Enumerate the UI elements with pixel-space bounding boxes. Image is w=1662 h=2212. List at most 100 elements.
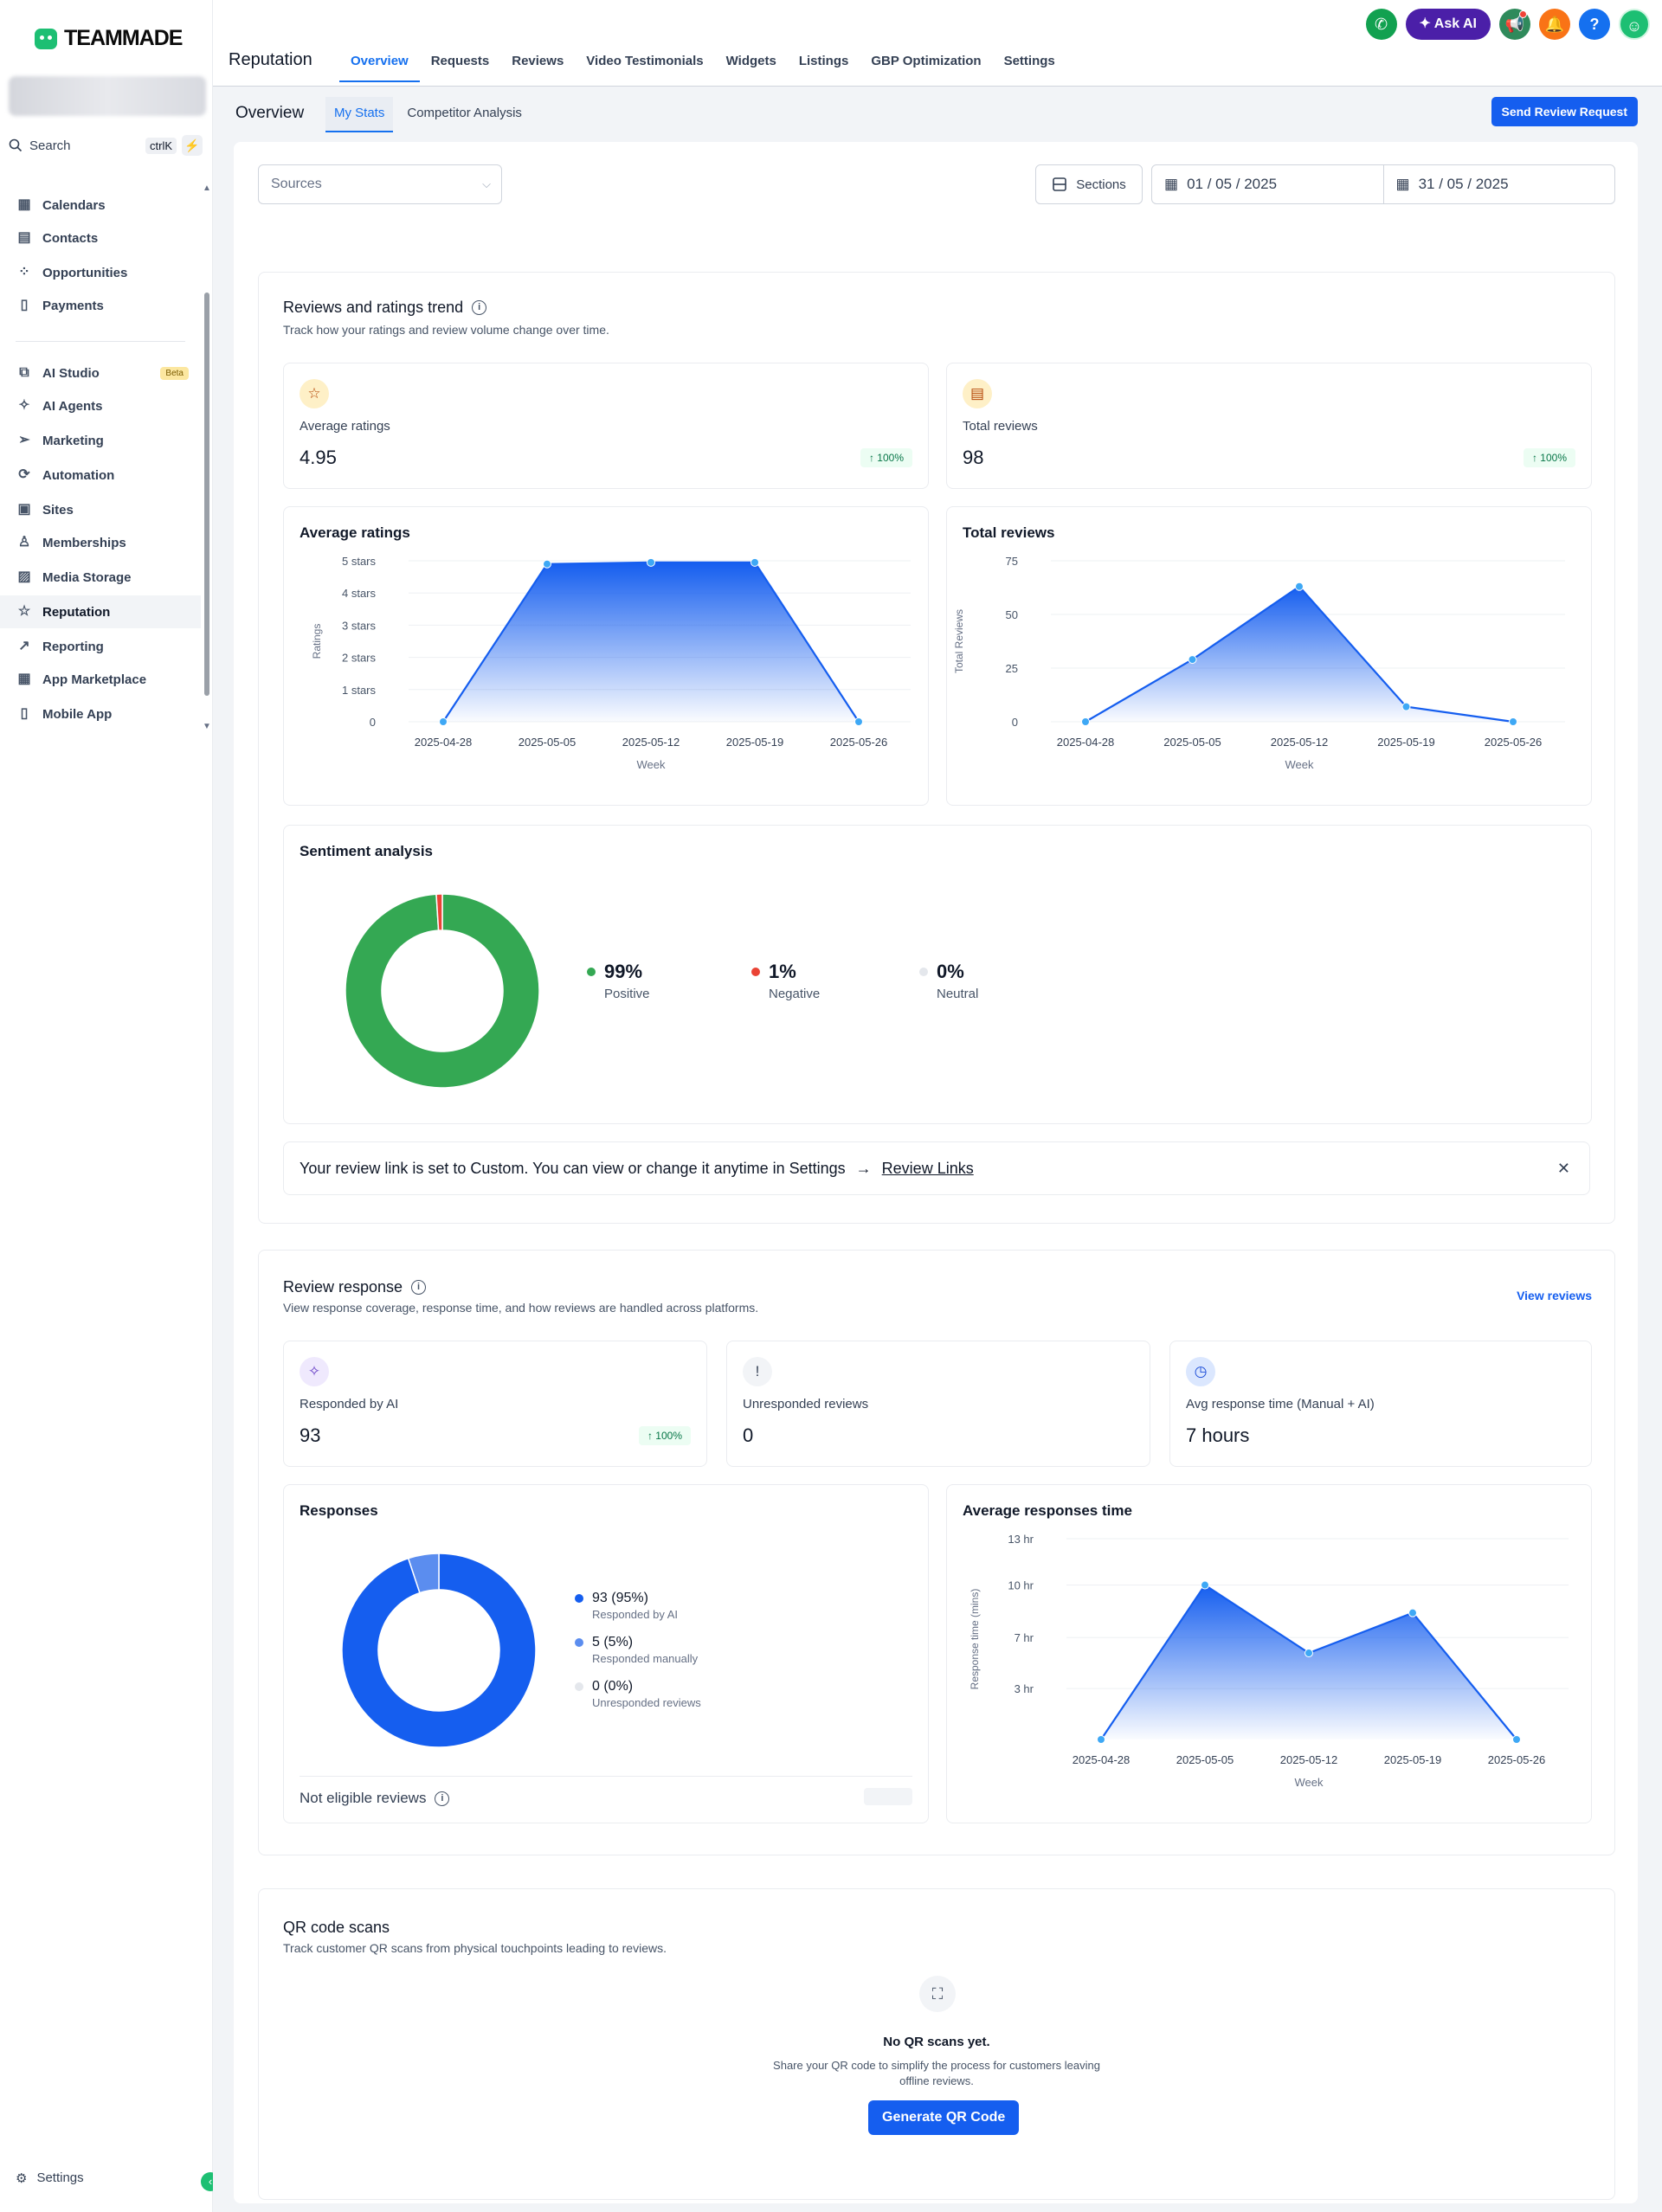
phone-icon[interactable]: ✆ [1365, 9, 1397, 40]
close-icon[interactable]: ✕ [1556, 1159, 1570, 1177]
data-point[interactable] [1512, 1735, 1521, 1744]
legend-label: Positive [604, 987, 650, 1001]
data-point[interactable] [1081, 717, 1090, 726]
avatar[interactable]: ☺ [1619, 9, 1650, 40]
data-point[interactable] [1509, 717, 1517, 726]
sources-select[interactable]: Sources ⌵ [258, 164, 502, 204]
sidebar-item-reporting[interactable]: ↗ Reporting [0, 630, 201, 663]
x-tick-label: 2025-04-28 [1057, 736, 1115, 749]
data-point[interactable] [854, 717, 863, 726]
view-reviews-link[interactable]: View reviews [1517, 1289, 1592, 1302]
sidebar-item-app-marketplace[interactable]: ▦ App Marketplace [0, 663, 201, 696]
sidebar-item-reputation[interactable]: ☆ Reputation [0, 595, 201, 628]
send-review-request-button[interactable]: Send Review Request [1491, 97, 1638, 126]
sidebar-item-memberships[interactable]: ♙ Memberships [0, 526, 201, 559]
tab-gbp-optimization[interactable]: GBP Optimization [871, 54, 982, 68]
sidebar-item-sites[interactable]: ▣ Sites [0, 493, 201, 526]
area-fill [1085, 586, 1513, 722]
tab-overview[interactable]: Overview [339, 45, 420, 82]
data-point[interactable] [1295, 582, 1304, 591]
x-tick-label: 2025-05-12 [622, 736, 680, 749]
sidebar-item-opportunities[interactable]: ⁘ Opportunities [0, 256, 201, 289]
tab-settings[interactable]: Settings [1003, 54, 1055, 68]
sidebar-item-marketing[interactable]: ➢ Marketing [0, 424, 201, 457]
sidebar-item-media-storage[interactable]: ▨ Media Storage [0, 561, 201, 594]
scroll-up-icon[interactable]: ▲ [203, 183, 211, 193]
tab-widgets[interactable]: Widgets [725, 54, 776, 68]
data-point[interactable] [543, 559, 551, 569]
generate-qr-button[interactable]: Generate QR Code [868, 2100, 1020, 2135]
responded-ai-card: ✧ Responded by AI 93 ↑ 100% [283, 1341, 707, 1467]
pie-slice[interactable] [345, 893, 540, 1089]
arrow-right-icon: → [855, 1159, 872, 1177]
data-point[interactable] [1201, 1580, 1209, 1590]
help-icon[interactable]: ? [1579, 9, 1610, 40]
sidebar-item-calendars[interactable]: ▦ Calendars [0, 189, 201, 222]
pie-slice[interactable] [407, 1553, 440, 1594]
avg-rating-change: ↑ 100% [860, 448, 912, 467]
data-point[interactable] [647, 557, 655, 567]
sidebar-item-contacts[interactable]: ▤ Contacts [0, 222, 201, 254]
page-title: Reputation [229, 50, 312, 69]
subtab-my-stats[interactable]: My Stats [325, 97, 394, 132]
account-switcher[interactable] [9, 76, 206, 116]
x-tick-label: 2025-05-12 [1280, 1753, 1338, 1766]
data-point[interactable] [1188, 655, 1197, 665]
contacts-icon: ▤ [17, 230, 31, 245]
star-icon: ☆ [300, 379, 329, 408]
data-point[interactable] [1401, 702, 1411, 711]
legend-label: Neutral [937, 987, 979, 1001]
quick-actions-icon[interactable]: ⚡ [182, 135, 203, 156]
sidebar-item-label: AI Studio [42, 365, 100, 381]
info-icon[interactable]: i [411, 1280, 427, 1295]
message-icon: ▤ [963, 379, 992, 408]
sidebar-item-payments[interactable]: ▯ Payments [0, 289, 201, 322]
legend-value: 0% [937, 961, 964, 982]
gear-icon: ⚙ [16, 2171, 28, 2186]
qr-empty-title: No QR scans yet. [883, 2035, 990, 2049]
sidebar-item-settings[interactable]: ⚙ Settings [16, 2170, 84, 2186]
legend-dot [575, 1682, 583, 1691]
sidebar-item-mobile-app[interactable]: ▯ Mobile App [0, 698, 201, 730]
date-to[interactable]: ▦ 31 / 05 / 2025 [1382, 165, 1615, 203]
tab-listings[interactable]: Listings [798, 54, 849, 68]
data-point[interactable] [1097, 1735, 1105, 1744]
legend-label: Responded by AI [592, 1608, 679, 1621]
pie-slice[interactable] [341, 1553, 537, 1748]
calendar-icon: ▦ [17, 197, 31, 212]
ask-ai-button[interactable]: ✦ Ask AI [1405, 9, 1491, 40]
sidebar-item-ai-agents[interactable]: ✧ AI Agents [0, 389, 201, 422]
logo[interactable]: TEAMMADE [35, 26, 183, 51]
scroll-down-icon[interactable]: ▼ [203, 722, 211, 731]
subtab-competitor-analysis[interactable]: Competitor Analysis [407, 106, 522, 120]
data-point[interactable] [1304, 1649, 1313, 1658]
tab-video-testimonials[interactable]: Video Testimonials [586, 54, 704, 68]
tab-reviews[interactable]: Reviews [512, 54, 564, 68]
search-button[interactable]: Search ctrlK [9, 135, 177, 156]
y-axis-label: Total Reviews [953, 609, 965, 673]
info-icon[interactable]: i [472, 300, 487, 315]
payments-icon: ▯ [20, 298, 29, 312]
trend-subtitle: Track how your ratings and review volume… [283, 323, 609, 337]
megaphone-icon[interactable]: 📢 [1499, 9, 1530, 40]
bell-icon[interactable]: 🔔 [1539, 9, 1570, 40]
legend-value: 93 (95%) [592, 1591, 648, 1605]
date-from[interactable]: ▦ 01 / 05 / 2025 [1152, 165, 1383, 203]
date-range-picker[interactable]: ▦ 01 / 05 / 2025 ▦ 31 / 05 / 2025 [1151, 164, 1615, 204]
data-point[interactable] [1408, 1608, 1417, 1617]
trend-section: Reviews and ratings trend i Track how yo… [258, 272, 1615, 1224]
sections-button[interactable]: Sections [1035, 164, 1143, 204]
data-point[interactable] [439, 717, 448, 726]
sidebar-scrollbar[interactable] [204, 293, 209, 696]
tab-requests[interactable]: Requests [430, 54, 490, 68]
review-links-link[interactable]: Review Links [881, 1159, 974, 1177]
qr-section: QR code scans Track customer QR scans fr… [258, 1888, 1615, 2200]
info-icon[interactable]: i [435, 1791, 450, 1806]
sentiment-legend-negative: 1% Negative [751, 961, 820, 1001]
x-tick-label: 2025-05-05 [519, 736, 577, 749]
data-point[interactable] [750, 557, 759, 567]
sidebar-item-automation[interactable]: ⟳ Automation [0, 459, 201, 492]
pie-slice[interactable] [435, 893, 443, 931]
legend-value: 0 (0%) [592, 1679, 634, 1694]
sidebar-item-ai-studio[interactable]: ⧉ AI Studio Beta [0, 357, 201, 389]
